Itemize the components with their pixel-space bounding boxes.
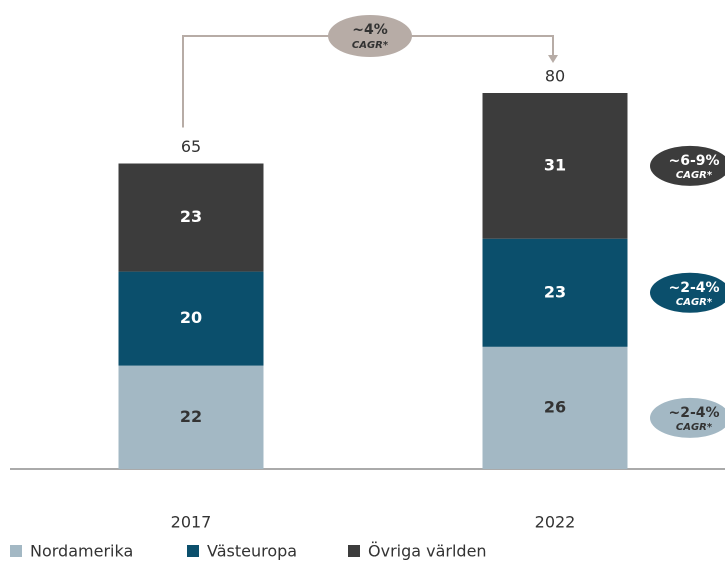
total-label: 65	[181, 137, 201, 156]
total-label: 80	[545, 67, 565, 86]
growth-note: CAGR*	[676, 297, 713, 308]
legend-label: Övriga världen	[368, 542, 487, 561]
growth-badge	[328, 15, 412, 57]
growth-label: ~4%	[352, 22, 388, 38]
growth-note: CAGR*	[352, 40, 389, 51]
legend-swatch	[348, 545, 360, 557]
bar-segment	[118, 365, 264, 469]
bar-segment	[118, 271, 264, 366]
bar-segment	[482, 238, 628, 347]
growth-note: CAGR*	[676, 422, 713, 433]
bar-segment	[118, 163, 264, 272]
segment-label: 26	[544, 397, 566, 416]
segment-label: 23	[180, 207, 202, 226]
growth-badge	[650, 397, 725, 438]
segment-label: 23	[544, 282, 566, 301]
bar-segment	[482, 93, 628, 239]
growth-badge	[650, 145, 725, 186]
x-tick-label: 2017	[171, 513, 212, 532]
legend-label: Västeuropa	[207, 542, 297, 561]
x-tick-label: 2022	[535, 513, 576, 532]
segment-label: 22	[180, 407, 202, 426]
legend-swatch	[10, 545, 22, 557]
growth-note: CAGR*	[676, 170, 713, 181]
growth-label: ~2-4%	[668, 405, 719, 421]
growth-arrow	[548, 55, 558, 63]
legend-label: Nordamerika	[30, 542, 133, 561]
bar-segment	[482, 346, 628, 469]
segment-label: 31	[544, 155, 566, 174]
growth-label: ~2-4%	[668, 280, 719, 296]
segment-label: 20	[180, 308, 202, 327]
legend-swatch	[187, 545, 199, 557]
growth-badge	[650, 272, 725, 313]
growth-label: ~6-9%	[668, 153, 719, 169]
